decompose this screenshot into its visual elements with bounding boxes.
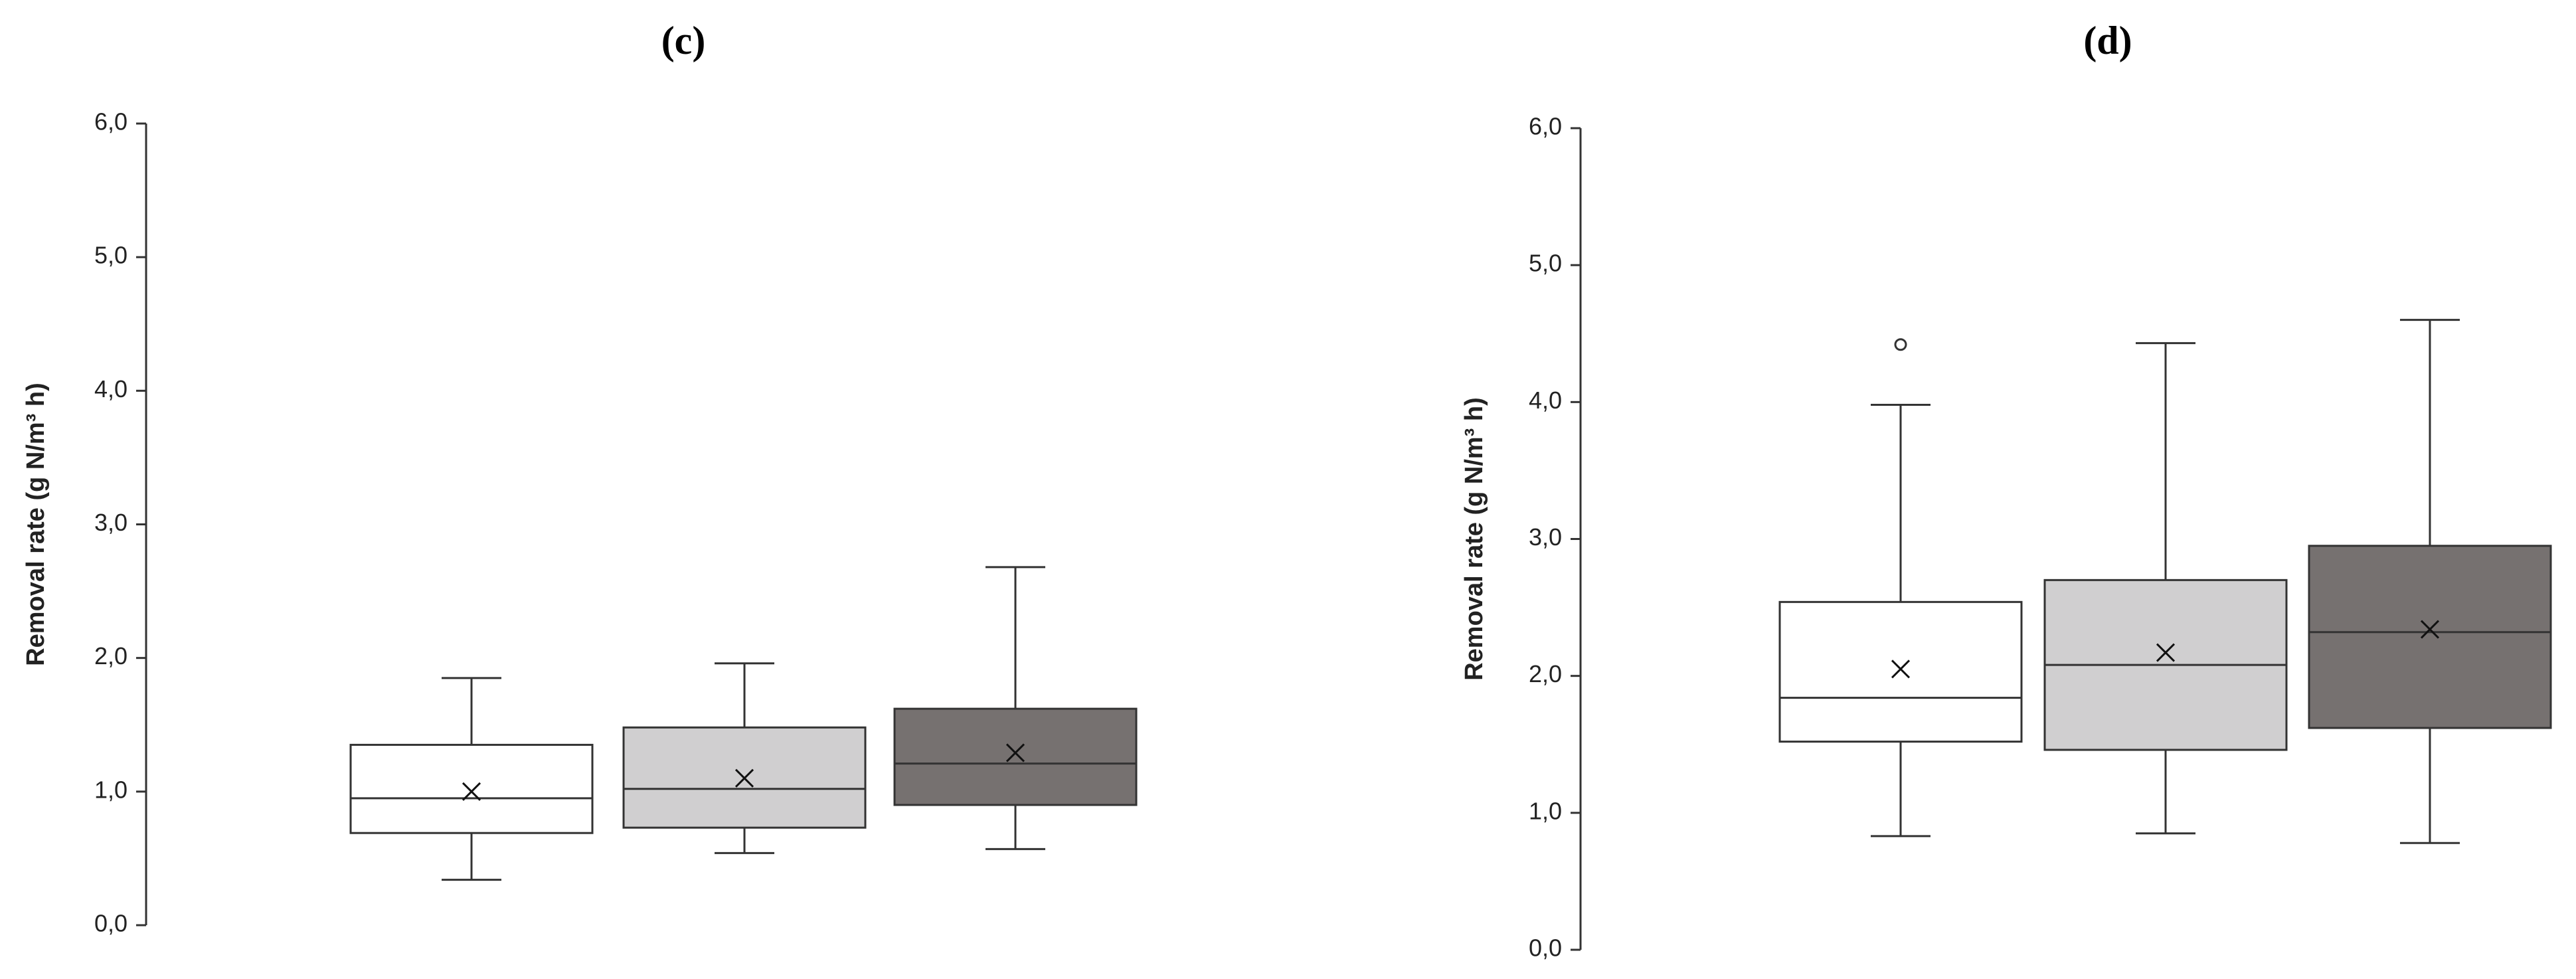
mean-marker xyxy=(1005,743,1025,762)
mean-marker xyxy=(2156,643,2176,662)
y-tick-label: 5,0 xyxy=(1529,250,1562,277)
y-tick-label: 0,0 xyxy=(94,910,128,937)
y-tick-label: 1,0 xyxy=(94,776,128,803)
mean-marker xyxy=(734,768,754,788)
y-tick-label: 5,0 xyxy=(94,242,128,269)
box xyxy=(1778,600,2023,743)
y-axis-label: Removal rate (g N/m³ h) xyxy=(22,383,50,666)
box xyxy=(349,743,594,834)
y-axis-label: Removal rate (g N/m³ h) xyxy=(1460,397,1488,681)
chart-title: (c) xyxy=(661,19,706,62)
y-tick-label: 1,0 xyxy=(1529,797,1562,824)
mean-marker xyxy=(462,782,481,801)
box xyxy=(2308,545,2552,729)
mean-marker xyxy=(2420,620,2440,639)
y-tick-label: 2,0 xyxy=(94,642,128,669)
y-tick-label: 3,0 xyxy=(94,509,128,536)
chart-title: (d) xyxy=(2083,19,2132,62)
y-tick-label: 4,0 xyxy=(1529,387,1562,414)
y-tick-label: 6,0 xyxy=(94,108,128,135)
y-tick-label: 2,0 xyxy=(1529,660,1562,687)
y-tick-label: 3,0 xyxy=(1529,523,1562,551)
mean-marker xyxy=(1891,660,1911,679)
y-tick-label: 0,0 xyxy=(1529,934,1562,962)
y-tick-label: 4,0 xyxy=(94,375,128,402)
outlier xyxy=(1894,338,1907,351)
box xyxy=(893,707,1138,806)
y-tick-label: 6,0 xyxy=(1529,113,1562,140)
